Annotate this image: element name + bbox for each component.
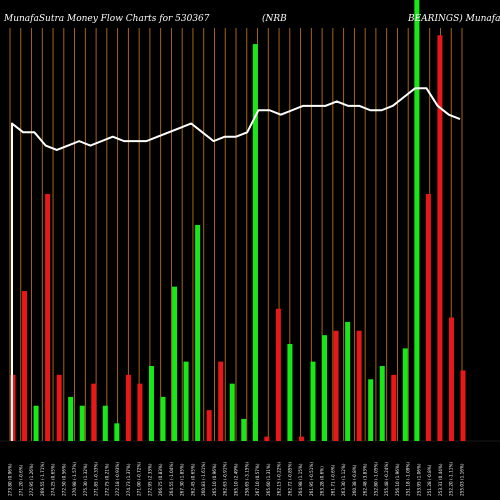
x-tick-label: 260.83 (-1.61%) (201, 462, 206, 496)
x-tick-label: 267.10 (0.57%) (255, 463, 260, 496)
x-tick-label: 252.80 (-1.05%) (373, 462, 378, 496)
x-tick-label: 269.55 (-1.71%) (40, 462, 45, 496)
x-tick-label: 274.25 (0.65%) (51, 463, 56, 496)
x-tick-label: 264.55 (-1.04%) (169, 462, 174, 496)
bar-down (22, 291, 28, 441)
x-tick-label: 251.18 (-1.09%) (406, 462, 411, 496)
x-tick-label: 262.15 (-0.22%) (277, 462, 282, 496)
x-tick-label: 261.95 (-0.51%) (309, 462, 314, 496)
x-tick-label: 256.10 (1.96%) (395, 463, 400, 496)
x-tick-label: 273.80 (0.96%) (8, 463, 13, 496)
x-tick-label: 262.72 (-0.85%) (287, 462, 292, 496)
bar-up (414, 0, 420, 441)
x-tick-label: 255.03 (1.16%) (460, 463, 465, 496)
x-tick-label: 263.30 (1.12%) (341, 463, 346, 496)
x-tick-label: 265.10 (0.96%) (212, 463, 217, 496)
bar-down (206, 410, 212, 441)
x-tick-label: 272.95 (2.33%) (147, 463, 152, 496)
bar-up (287, 343, 293, 441)
x-tick-label: 263.28 (0.6%) (320, 466, 325, 496)
x-tick-label: 271.85 (-0.33%) (94, 462, 99, 496)
bar-down (298, 436, 304, 441)
x-tick-label: 262.48 (3.83%) (363, 463, 368, 496)
chart-title: MunafaSutra Money Flow Charts for 530367 (3, 14, 210, 24)
bar-up (195, 224, 201, 441)
x-tick-label: 262.45 (0.65%) (190, 463, 195, 496)
bar-up (79, 405, 85, 441)
bar-up (310, 361, 316, 441)
x-tick-label: 258.65 (-3.15%) (244, 462, 249, 496)
x-tick-label: 253.31 (0.44%) (438, 463, 443, 496)
bar-up (183, 361, 189, 441)
grid-lines (0, 28, 500, 442)
bar-down (460, 370, 466, 441)
bar-down (391, 374, 397, 441)
bar-up (368, 379, 374, 441)
bars-group (10, 0, 466, 441)
bar-up (148, 366, 154, 441)
x-tick-label: 255.48 (-0.24%) (384, 462, 389, 496)
bar-up (252, 44, 258, 441)
chart-title-stock: (NRB (262, 13, 287, 24)
x-tick-label: 275.30 (1.32%) (83, 463, 88, 496)
bar-up (102, 405, 108, 441)
x-tick-labels: 273.80 (0.96%) 271.20 (-0.6%) 272.95 (1.26… (8, 462, 465, 496)
bar-up (160, 396, 166, 441)
bar-up (229, 383, 235, 441)
x-tick-label: 267.30 (1.85%) (180, 463, 185, 496)
bar-up (172, 286, 178, 441)
bar-down (218, 361, 224, 441)
bar-up (241, 418, 247, 441)
x-tick-label: 271.20 (-0.6%) (18, 464, 23, 496)
x-tick-label: 260.38 (-0.8%) (352, 464, 357, 496)
x-tick-label: 264.98 (1.15%) (298, 463, 303, 496)
bar-down (448, 317, 454, 441)
bar-down (275, 308, 281, 441)
x-tick-label: 270.98 (-1.57%) (72, 462, 77, 496)
x-tick-label: 253.95 (1.06%) (416, 463, 421, 496)
bar-down (264, 436, 270, 441)
x-tick-label: 272.75 (0.21%) (104, 463, 109, 496)
x-tick-label: 261.71 (-0.6%) (330, 464, 335, 496)
chart-title-company: BEARINGS) MunafaSut (407, 13, 500, 24)
bar-down (125, 374, 131, 441)
bar-down (425, 194, 431, 441)
bar-up (345, 321, 351, 441)
x-tick-label: 272.50 (0.56%) (61, 463, 66, 496)
x-tick-label: 262.63 (-0.91%) (223, 462, 228, 496)
bar-up (114, 423, 120, 441)
x-tick-label: 272.95 (1.26%) (29, 463, 34, 496)
bar-down (137, 383, 143, 441)
x-tick-label: 265.60 (1.31%) (266, 463, 271, 496)
x-tick-label: 271.00 (-0.72%) (137, 462, 142, 496)
x-tick-label: 272.18 (-0.93%) (115, 462, 120, 496)
x-tick-label: 266.75 (0.83%) (158, 463, 163, 496)
bar-up (322, 335, 328, 441)
x-tick-label: 274.73 (1.37%) (126, 463, 131, 496)
line-group (11, 87, 461, 441)
bar-up (33, 405, 39, 441)
bar-down (333, 330, 339, 441)
bar-down (45, 194, 51, 441)
bar-down (91, 383, 97, 441)
bar-up (379, 366, 385, 441)
bar-down (56, 374, 62, 441)
bar-up (68, 396, 74, 441)
money-flow-line (11, 87, 461, 441)
bar-down (356, 330, 362, 441)
bar-up (402, 348, 408, 441)
x-tick-label: 251.28 (-0.8%) (427, 464, 432, 496)
x-tick-label: 265.10 (2.49%) (234, 463, 239, 496)
bar-down (437, 35, 443, 441)
x-tick-label: 252.20 (-1.11%) (449, 462, 454, 496)
